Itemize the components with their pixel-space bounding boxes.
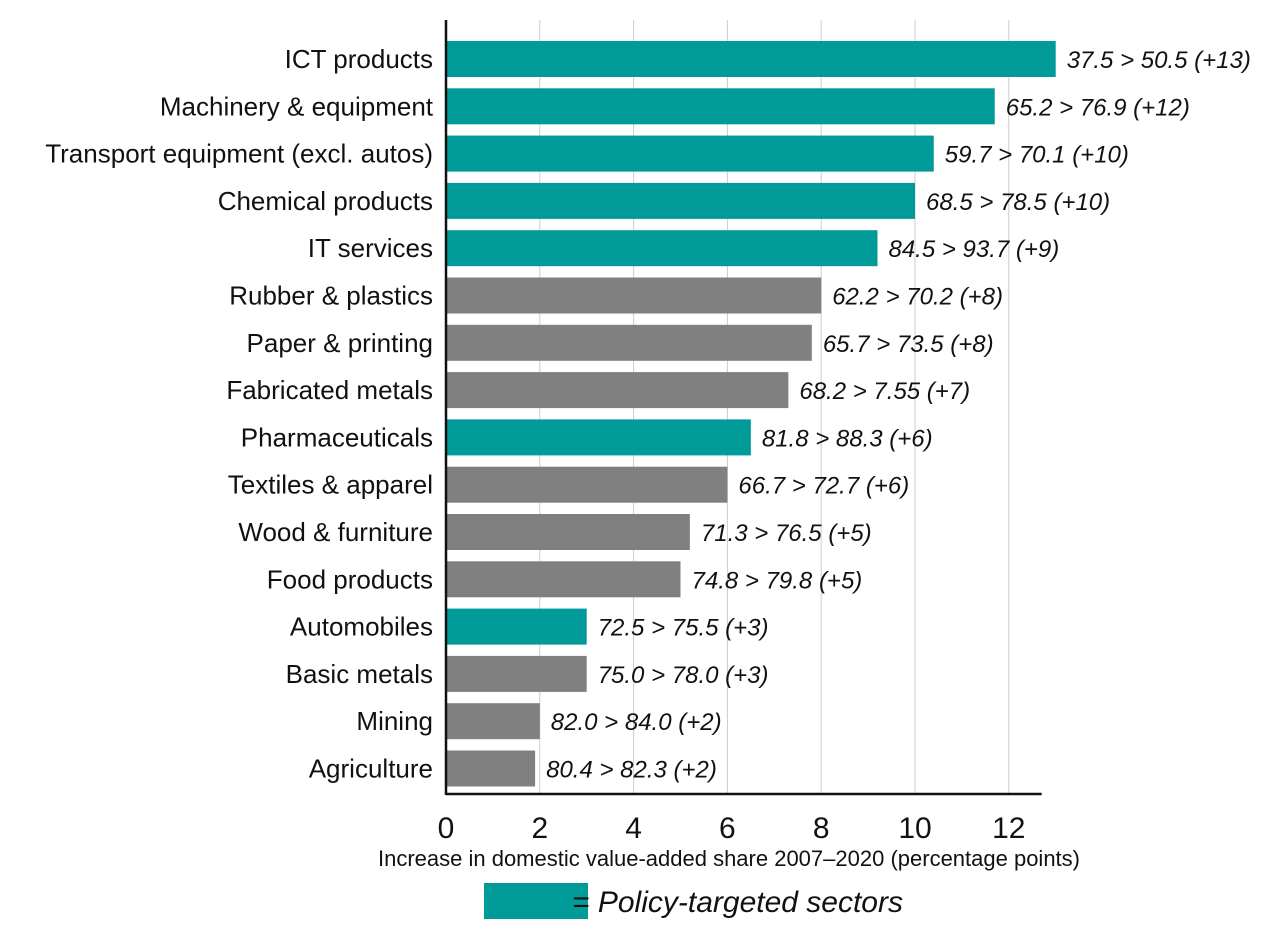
x-tick-label: 6 bbox=[719, 812, 736, 845]
x-tick-label: 10 bbox=[898, 812, 931, 845]
tick-labels: 0 2 4 6 8 10 12 bbox=[438, 812, 1026, 845]
legend: = Policy-targeted sectors bbox=[484, 883, 903, 919]
category-label: Automobiles bbox=[290, 612, 433, 642]
category-label: Transport equipment (excl. autos) bbox=[45, 139, 433, 169]
data-label: 75.0 > 78.0 (+3) bbox=[598, 662, 769, 689]
category-label: Fabricated metals bbox=[226, 375, 433, 405]
bar bbox=[446, 514, 690, 550]
x-tick-label: 12 bbox=[992, 812, 1025, 845]
category-label: Textiles & apparel bbox=[228, 470, 433, 500]
category-label: Basic metals bbox=[286, 659, 433, 689]
data-label: 74.8 > 79.8 (+5) bbox=[692, 567, 863, 594]
category-label: Mining bbox=[356, 706, 433, 736]
data-label: 84.5 > 93.7 (+9) bbox=[888, 236, 1059, 263]
data-label: 80.4 > 82.3 (+2) bbox=[546, 757, 717, 784]
legend-swatch bbox=[484, 883, 588, 919]
data-label: 37.5 > 50.5 (+13) bbox=[1067, 47, 1251, 74]
category-label: Agriculture bbox=[309, 754, 433, 784]
category-label: ICT products bbox=[285, 44, 433, 74]
data-label: 66.7 > 72.7 (+6) bbox=[738, 473, 909, 500]
x-tick-label: 4 bbox=[625, 812, 642, 845]
bar bbox=[446, 561, 681, 598]
bar bbox=[446, 135, 934, 172]
bar bbox=[446, 419, 751, 456]
category-label: Wood & furniture bbox=[238, 517, 433, 547]
legend-label: = Policy-targeted sectors bbox=[572, 886, 903, 919]
category-label: Paper & printing bbox=[247, 328, 433, 358]
data-labels: 37.5 > 50.5 (+13) 65.2 > 76.9 (+12) 59.7 >… bbox=[546, 47, 1251, 784]
axes bbox=[444, 20, 1042, 796]
data-label: 81.8 > 88.3 (+6) bbox=[762, 425, 933, 452]
data-label: 71.3 > 76.5 (+5) bbox=[701, 520, 872, 547]
bar bbox=[446, 655, 587, 692]
bar bbox=[446, 230, 878, 267]
bar bbox=[446, 88, 995, 125]
x-tick-label: 2 bbox=[531, 812, 548, 845]
category-label: Food products bbox=[267, 564, 433, 594]
data-label: 65.7 > 73.5 (+8) bbox=[823, 331, 994, 358]
category-label: Machinery & equipment bbox=[160, 91, 434, 121]
bars bbox=[446, 41, 1056, 787]
data-label: 82.0 > 84.0 (+2) bbox=[551, 709, 722, 736]
bar bbox=[446, 750, 536, 787]
x-tick-label: 0 bbox=[438, 812, 455, 845]
x-axis-label: Increase in domestic value-added share 2… bbox=[378, 846, 1080, 871]
bar bbox=[446, 182, 915, 219]
data-label: 65.2 > 76.9 (+12) bbox=[1006, 94, 1190, 121]
category-label: Pharmaceuticals bbox=[241, 422, 433, 452]
data-label: 68.5 > 78.5 (+10) bbox=[926, 189, 1110, 216]
bar bbox=[446, 608, 587, 645]
category-label: Chemical products bbox=[218, 186, 433, 216]
data-label: 68.2 > 7.55 (+7) bbox=[799, 378, 970, 405]
bar bbox=[446, 372, 789, 409]
bar bbox=[446, 277, 822, 314]
bar bbox=[446, 324, 812, 361]
category-labels: ICT products Machinery & equipment Transpo… bbox=[45, 44, 434, 784]
bar bbox=[446, 466, 728, 503]
bar bbox=[446, 703, 540, 740]
x-tick-label: 8 bbox=[813, 812, 830, 845]
category-label: IT services bbox=[308, 233, 433, 263]
data-label: 59.7 > 70.1 (+10) bbox=[945, 142, 1129, 169]
data-label: 62.2 > 70.2 (+8) bbox=[832, 284, 1003, 311]
bar bbox=[446, 41, 1056, 77]
data-label: 72.5 > 75.5 (+3) bbox=[598, 615, 769, 642]
category-label: Rubber & plastics bbox=[229, 281, 433, 311]
